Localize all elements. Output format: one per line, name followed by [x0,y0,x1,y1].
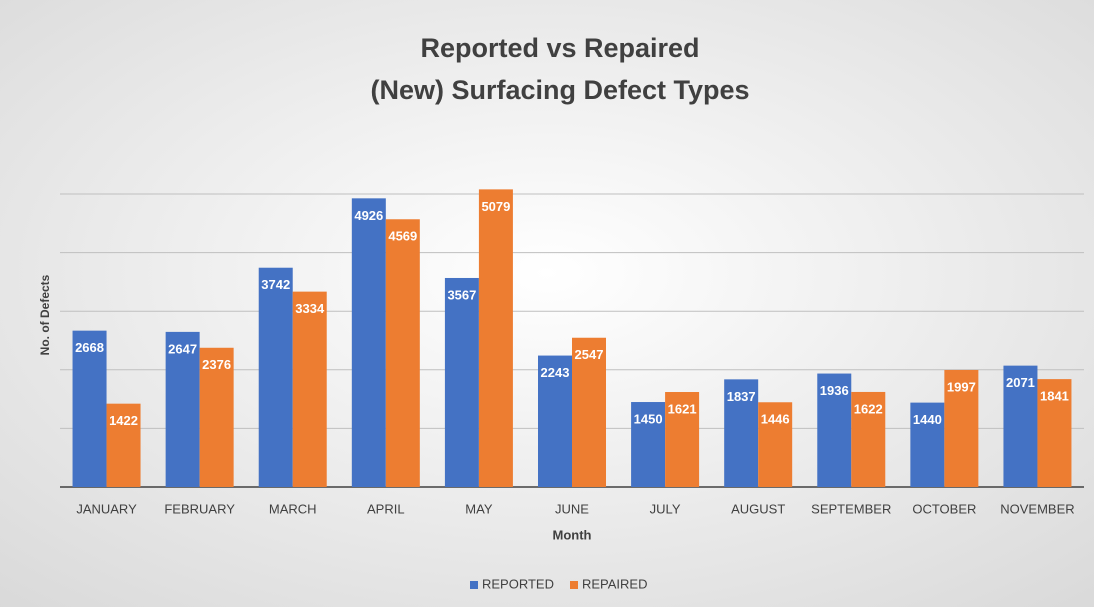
bar [572,337,606,487]
data-label: 4926 [354,208,383,223]
data-label: 1936 [820,383,849,398]
x-tick-label: JULY [650,501,681,516]
data-label: 1841 [1040,389,1069,404]
bar [724,379,759,487]
data-label: 2071 [1006,375,1035,390]
data-label: 1440 [913,412,942,427]
data-label: 2376 [202,357,231,372]
data-label: 1446 [761,412,790,427]
bar [758,402,793,487]
legend-swatch [470,581,478,589]
data-label: 1837 [727,389,756,404]
data-label: 1997 [947,379,976,394]
bar [1037,379,1072,487]
bar [292,291,327,487]
data-label: 3334 [295,301,325,316]
x-tick-label: NOVEMBER [1000,501,1074,516]
data-label: 2647 [168,341,197,356]
x-tick-label: SEPTEMBER [811,501,891,516]
chart-title: (New) Surfacing Defect Types [370,75,749,105]
bar [199,347,234,487]
bar [851,391,886,487]
x-tick-label: FEBRUARY [164,501,235,516]
bar [444,277,479,487]
bar [165,331,200,487]
data-label: 1422 [109,413,138,428]
data-label: 2668 [75,340,104,355]
x-tick-label: MAY [465,501,493,516]
data-label: 1621 [668,401,697,416]
chart-title: Reported vs Repaired [420,33,699,63]
x-tick-label: AUGUST [731,501,785,516]
data-label: 3567 [447,287,476,302]
bar [1003,365,1038,487]
bar [478,189,513,487]
x-tick-label: MARCH [269,501,317,516]
data-label: 1622 [854,401,883,416]
bar [665,392,700,487]
data-label: 5079 [481,199,510,214]
data-label: 3742 [261,277,290,292]
legend-label: REPAIRED [582,576,648,591]
x-tick-label: JUNE [555,501,589,516]
data-label: 1450 [634,411,663,426]
x-tick-label: JANUARY [76,501,137,516]
bar [258,267,293,487]
bar [385,219,420,488]
y-axis-label: No. of Defects [38,274,52,355]
data-label: 4569 [388,229,417,244]
legend-label: REPORTED [482,576,554,591]
bar [106,403,141,487]
x-tick-label: OCTOBER [912,501,976,516]
bar [538,355,572,487]
data-label: 2547 [575,347,604,362]
bar [910,402,945,487]
legend-swatch [570,581,578,589]
x-tick-label: APRIL [367,501,405,516]
bar [351,198,386,487]
bar [817,373,852,487]
x-axis-label: Month [553,527,592,542]
bar [631,402,666,487]
bar [944,369,979,487]
data-label: 2243 [541,365,570,380]
bar [72,330,107,487]
